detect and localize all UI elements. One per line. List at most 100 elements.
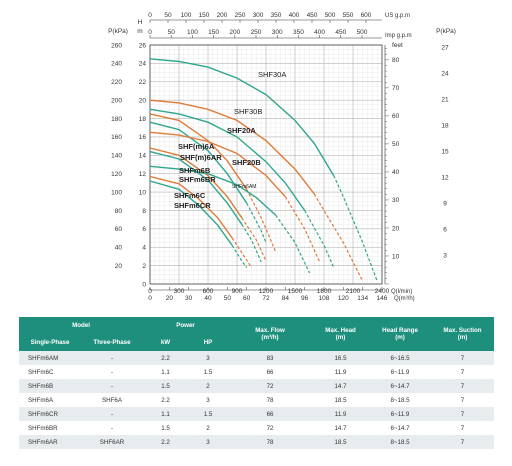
- right-kpa-tick-label: 6: [443, 226, 447, 233]
- header-max-suction: Max. Suction (m): [431, 317, 495, 351]
- m3h-tick-label: 50: [224, 295, 232, 302]
- cell-hp: 2: [188, 421, 229, 435]
- cell-three-phase: -: [81, 351, 143, 365]
- curve-label: SHF20B: [232, 158, 261, 167]
- cell-max-suction: 7: [431, 365, 495, 379]
- curve-label: SHFm6AM: [232, 184, 256, 190]
- us-gpm-tick-label: 550: [343, 12, 354, 19]
- curve-shfm6br-dashed: [241, 223, 262, 263]
- lpm-tick-label: 2100: [346, 288, 361, 295]
- cell-head-range: 8~18.5: [369, 393, 432, 407]
- imp-gpm-tick-label: 450: [335, 29, 346, 36]
- imp-gpm-axis-label: Imp g.p.m: [385, 33, 412, 39]
- us-gpm-tick-label: 250: [235, 12, 246, 19]
- table-row: SHFm6BR - 1.5 2 72 14.7 6~14.7 7: [19, 421, 495, 435]
- left-kpa-tick-label: 260: [111, 42, 122, 49]
- cell-max-head: 11.9: [312, 407, 370, 421]
- left-h-tick-label: 2: [142, 263, 146, 270]
- left-h-tick-label: 18: [139, 116, 147, 123]
- imp-gpm-tick-label: 0: [148, 29, 152, 36]
- curve-shfm6cr: [149, 180, 233, 246]
- m3h-tick-label: 134: [357, 295, 368, 302]
- lpm-tick-label: 900: [232, 288, 243, 295]
- cell-single-phase: SHFm6AM: [19, 351, 81, 365]
- m3h-tick-label: 0: [148, 295, 152, 302]
- left-h-tick-label: 14: [139, 153, 147, 160]
- us-gpm-tick-label: 350: [271, 12, 282, 19]
- m3h-tick-label: 146: [377, 295, 388, 302]
- curve-label: SHF(m)6A: [178, 142, 215, 151]
- curve-label: SHFm6CR: [174, 201, 211, 210]
- header-kw: kW: [143, 335, 188, 351]
- curve-shfm6b: [149, 147, 243, 219]
- left-kpa-tick-label: 40: [115, 245, 123, 252]
- left-kpa-tick-label: 100: [111, 189, 122, 196]
- table-row: SHFm6AM - 2.2 3 83 16.5 6~16.5 7: [19, 351, 495, 365]
- cell-three-phase: -: [81, 407, 143, 421]
- cell-three-phase: -: [81, 365, 143, 379]
- header-max-head: Max. Head (m): [312, 317, 370, 351]
- left-h-tick-label: 20: [139, 97, 147, 104]
- lpm-tick-label: 300: [174, 288, 185, 295]
- cell-hp: 3: [188, 435, 229, 449]
- cell-max-flow: 78: [228, 393, 313, 407]
- imp-gpm-tick-label: 500: [357, 29, 368, 36]
- us-gpm-tick-label: 0: [148, 12, 152, 19]
- m3h-tick-label: 72: [262, 295, 270, 302]
- plot-frame: [149, 44, 383, 285]
- feet-tick-label: 70: [392, 85, 400, 92]
- cell-max-suction: 7: [431, 393, 495, 407]
- m3h-axis-label: Q(m³/h): [394, 296, 415, 302]
- imp-gpm-tick-label: 400: [314, 29, 325, 36]
- feet-tick-label: 60: [392, 113, 400, 120]
- m3h-tick-label: 40: [204, 295, 212, 302]
- curve-label: SHFm6BR: [179, 175, 216, 184]
- cell-max-flow: 66: [228, 407, 313, 421]
- feet-tick-label: 80: [392, 57, 400, 64]
- cell-max-flow: 72: [228, 421, 313, 435]
- curve-shfm6am: [149, 165, 277, 216]
- right-kpa-tick-label: 9: [443, 200, 447, 207]
- table-row: SHFm6B - 1.5 2 72 14.7 6~14.7 7: [19, 379, 495, 393]
- curve-label: SHF30B: [234, 107, 262, 116]
- feet-tick-label: 20: [392, 225, 400, 232]
- m3h-tick-label: 120: [338, 295, 349, 302]
- lpm-tick-label: 1800: [317, 288, 332, 295]
- cell-kw: 1.1: [143, 365, 188, 379]
- curve-shfm6c-dashed: [231, 237, 253, 268]
- left-h-tick-label: 24: [139, 61, 147, 68]
- left-h-tick-label: 16: [139, 134, 147, 141]
- table-header-row-2: Single-Phase Three-Phase kW HP: [19, 335, 494, 351]
- cell-head-range: 6~11.9: [369, 365, 432, 379]
- table-row: SHFm6A SHF6A 2.2 3 78 18.5 8~18.5 7: [19, 393, 495, 407]
- m3h-tick-label: 60: [243, 295, 251, 302]
- header-head-range: Head Range (m): [369, 317, 432, 351]
- us-gpm-tick-label: 200: [217, 12, 228, 19]
- cell-max-suction: 7: [431, 421, 495, 435]
- lpm-tick-label: 600: [203, 288, 214, 295]
- us-gpm-tick-label: 100: [181, 12, 192, 19]
- cell-hp: 2: [188, 379, 229, 393]
- header-three-phase: Three-Phase: [81, 335, 143, 351]
- left-kpa-tick-label: 160: [111, 134, 122, 141]
- cell-max-flow: 83: [228, 351, 313, 365]
- curve-shfm6am-dashed: [275, 214, 311, 274]
- us-gpm-axis-label: US g.p.m: [385, 13, 410, 19]
- us-gpm-tick-label: 300: [253, 12, 264, 19]
- cell-kw: 1.1: [143, 407, 188, 421]
- cell-three-phase: -: [81, 379, 143, 393]
- cell-kw: 1.5: [143, 421, 188, 435]
- us-gpm-tick-label: 600: [361, 12, 372, 19]
- cell-max-head: 11.9: [312, 365, 370, 379]
- cell-single-phase: SHFm6C: [19, 365, 81, 379]
- left-kpa-tick-label: 60: [115, 226, 123, 233]
- cell-max-flow: 78: [228, 435, 313, 449]
- left-kpa-tick-label: 200: [111, 97, 122, 104]
- lpm-tick-label: 1200: [259, 288, 274, 295]
- cell-hp: 1.5: [188, 365, 229, 379]
- curve-shfm6a: [149, 113, 248, 190]
- imp-gpm-tick-label: 250: [251, 29, 262, 36]
- feet-tick-label: 50: [392, 141, 400, 148]
- cell-max-flow: 72: [228, 379, 313, 393]
- cell-head-range: 8~18.5: [369, 435, 432, 449]
